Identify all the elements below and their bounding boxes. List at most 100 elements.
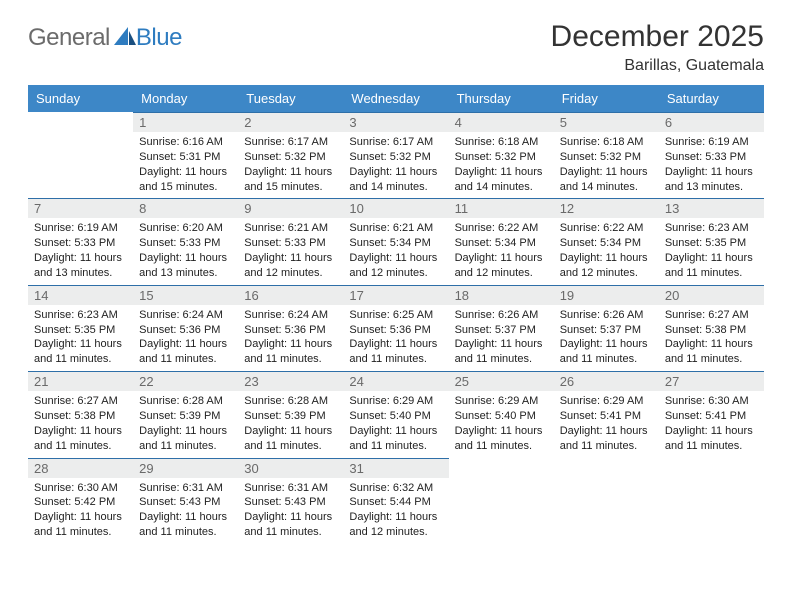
day-number: 26 — [554, 371, 659, 391]
day-details: Sunrise: 6:31 AMSunset: 5:43 PMDaylight:… — [133, 478, 238, 544]
logo-sail-icon — [114, 27, 136, 50]
sunrise-text: Sunrise: 6:27 AM — [34, 394, 127, 409]
sunset-text: Sunset: 5:33 PM — [665, 150, 758, 165]
calendar-cell: 7Sunrise: 6:19 AMSunset: 5:33 PMDaylight… — [28, 198, 133, 284]
day-details: Sunrise: 6:23 AMSunset: 5:35 PMDaylight:… — [28, 305, 133, 371]
day-number: 21 — [28, 371, 133, 391]
day-number: 25 — [449, 371, 554, 391]
calendar-cell-empty — [28, 112, 133, 198]
day-details: Sunrise: 6:31 AMSunset: 5:43 PMDaylight:… — [238, 478, 343, 544]
calendar-cell: 15Sunrise: 6:24 AMSunset: 5:36 PMDayligh… — [133, 285, 238, 371]
calendar-body: 1Sunrise: 6:16 AMSunset: 5:31 PMDaylight… — [28, 112, 764, 544]
calendar-cell: 29Sunrise: 6:31 AMSunset: 5:43 PMDayligh… — [133, 458, 238, 544]
day-header: Wednesday — [343, 85, 448, 112]
sunset-text: Sunset: 5:35 PM — [34, 323, 127, 338]
sunrise-text: Sunrise: 6:26 AM — [455, 308, 548, 323]
sunset-text: Sunset: 5:33 PM — [244, 236, 337, 251]
daylight-text: Daylight: 11 hours and 11 minutes. — [34, 337, 127, 367]
daylight-text: Daylight: 11 hours and 11 minutes. — [560, 337, 653, 367]
daylight-text: Daylight: 11 hours and 11 minutes. — [665, 424, 758, 454]
sunset-text: Sunset: 5:36 PM — [139, 323, 232, 338]
sunset-text: Sunset: 5:32 PM — [349, 150, 442, 165]
daylight-text: Daylight: 11 hours and 12 minutes. — [349, 510, 442, 540]
sunrise-text: Sunrise: 6:17 AM — [244, 135, 337, 150]
calendar-cell: 17Sunrise: 6:25 AMSunset: 5:36 PMDayligh… — [343, 285, 448, 371]
logo-text-blue: Blue — [136, 24, 182, 52]
calendar-cell: 30Sunrise: 6:31 AMSunset: 5:43 PMDayligh… — [238, 458, 343, 544]
day-number: 16 — [238, 285, 343, 305]
day-number: 17 — [343, 285, 448, 305]
day-details: Sunrise: 6:16 AMSunset: 5:31 PMDaylight:… — [133, 132, 238, 198]
day-number: 15 — [133, 285, 238, 305]
day-details: Sunrise: 6:26 AMSunset: 5:37 PMDaylight:… — [449, 305, 554, 371]
day-details: Sunrise: 6:29 AMSunset: 5:40 PMDaylight:… — [449, 391, 554, 457]
sunset-text: Sunset: 5:34 PM — [349, 236, 442, 251]
sunrise-text: Sunrise: 6:29 AM — [349, 394, 442, 409]
daylight-text: Daylight: 11 hours and 13 minutes. — [665, 165, 758, 195]
sunset-text: Sunset: 5:33 PM — [34, 236, 127, 251]
day-details: Sunrise: 6:22 AMSunset: 5:34 PMDaylight:… — [554, 218, 659, 284]
calendar-cell: 31Sunrise: 6:32 AMSunset: 5:44 PMDayligh… — [343, 458, 448, 544]
sunset-text: Sunset: 5:32 PM — [455, 150, 548, 165]
sunset-text: Sunset: 5:41 PM — [560, 409, 653, 424]
calendar-cell-empty — [554, 458, 659, 544]
sunrise-text: Sunrise: 6:24 AM — [244, 308, 337, 323]
calendar-cell: 26Sunrise: 6:29 AMSunset: 5:41 PMDayligh… — [554, 371, 659, 457]
daylight-text: Daylight: 11 hours and 11 minutes. — [455, 337, 548, 367]
daylight-text: Daylight: 11 hours and 12 minutes. — [349, 251, 442, 281]
daylight-text: Daylight: 11 hours and 11 minutes. — [349, 424, 442, 454]
calendar-cell-empty — [449, 458, 554, 544]
sunset-text: Sunset: 5:32 PM — [560, 150, 653, 165]
day-number: 11 — [449, 198, 554, 218]
sunrise-text: Sunrise: 6:24 AM — [139, 308, 232, 323]
day-details: Sunrise: 6:25 AMSunset: 5:36 PMDaylight:… — [343, 305, 448, 371]
calendar-week: 14Sunrise: 6:23 AMSunset: 5:35 PMDayligh… — [28, 285, 764, 371]
sunset-text: Sunset: 5:34 PM — [455, 236, 548, 251]
day-number: 6 — [659, 112, 764, 132]
sunset-text: Sunset: 5:38 PM — [665, 323, 758, 338]
day-number: 4 — [449, 112, 554, 132]
daylight-text: Daylight: 11 hours and 11 minutes. — [244, 424, 337, 454]
sunrise-text: Sunrise: 6:32 AM — [349, 481, 442, 496]
calendar-cell: 14Sunrise: 6:23 AMSunset: 5:35 PMDayligh… — [28, 285, 133, 371]
calendar-cell: 25Sunrise: 6:29 AMSunset: 5:40 PMDayligh… — [449, 371, 554, 457]
daylight-text: Daylight: 11 hours and 11 minutes. — [560, 424, 653, 454]
day-details: Sunrise: 6:17 AMSunset: 5:32 PMDaylight:… — [343, 132, 448, 198]
sunrise-text: Sunrise: 6:23 AM — [665, 221, 758, 236]
sunset-text: Sunset: 5:33 PM — [139, 236, 232, 251]
sunrise-text: Sunrise: 6:18 AM — [560, 135, 653, 150]
day-header: Thursday — [449, 85, 554, 112]
daylight-text: Daylight: 11 hours and 11 minutes. — [139, 337, 232, 367]
calendar-week: 21Sunrise: 6:27 AMSunset: 5:38 PMDayligh… — [28, 371, 764, 457]
sunrise-text: Sunrise: 6:22 AM — [560, 221, 653, 236]
sunrise-text: Sunrise: 6:21 AM — [349, 221, 442, 236]
daylight-text: Daylight: 11 hours and 11 minutes. — [349, 337, 442, 367]
day-details: Sunrise: 6:29 AMSunset: 5:40 PMDaylight:… — [343, 391, 448, 457]
day-details: Sunrise: 6:24 AMSunset: 5:36 PMDaylight:… — [133, 305, 238, 371]
sunrise-text: Sunrise: 6:18 AM — [455, 135, 548, 150]
day-number: 31 — [343, 458, 448, 478]
sunrise-text: Sunrise: 6:29 AM — [455, 394, 548, 409]
daylight-text: Daylight: 11 hours and 13 minutes. — [139, 251, 232, 281]
day-number: 8 — [133, 198, 238, 218]
sunrise-text: Sunrise: 6:28 AM — [244, 394, 337, 409]
day-header-row: SundayMondayTuesdayWednesdayThursdayFrid… — [28, 85, 764, 112]
day-number: 13 — [659, 198, 764, 218]
sunrise-text: Sunrise: 6:23 AM — [34, 308, 127, 323]
calendar-cell: 24Sunrise: 6:29 AMSunset: 5:40 PMDayligh… — [343, 371, 448, 457]
title-block: December 2025 Barillas, Guatemala — [551, 20, 764, 75]
sunset-text: Sunset: 5:32 PM — [244, 150, 337, 165]
calendar-cell: 6Sunrise: 6:19 AMSunset: 5:33 PMDaylight… — [659, 112, 764, 198]
calendar-cell: 21Sunrise: 6:27 AMSunset: 5:38 PMDayligh… — [28, 371, 133, 457]
daylight-text: Daylight: 11 hours and 14 minutes. — [560, 165, 653, 195]
day-details: Sunrise: 6:29 AMSunset: 5:41 PMDaylight:… — [554, 391, 659, 457]
sunrise-text: Sunrise: 6:28 AM — [139, 394, 232, 409]
daylight-text: Daylight: 11 hours and 11 minutes. — [455, 424, 548, 454]
calendar-cell: 20Sunrise: 6:27 AMSunset: 5:38 PMDayligh… — [659, 285, 764, 371]
sunrise-text: Sunrise: 6:25 AM — [349, 308, 442, 323]
day-header: Monday — [133, 85, 238, 112]
page-title: December 2025 — [551, 20, 764, 53]
calendar-cell: 16Sunrise: 6:24 AMSunset: 5:36 PMDayligh… — [238, 285, 343, 371]
day-details: Sunrise: 6:32 AMSunset: 5:44 PMDaylight:… — [343, 478, 448, 544]
calendar-cell: 1Sunrise: 6:16 AMSunset: 5:31 PMDaylight… — [133, 112, 238, 198]
